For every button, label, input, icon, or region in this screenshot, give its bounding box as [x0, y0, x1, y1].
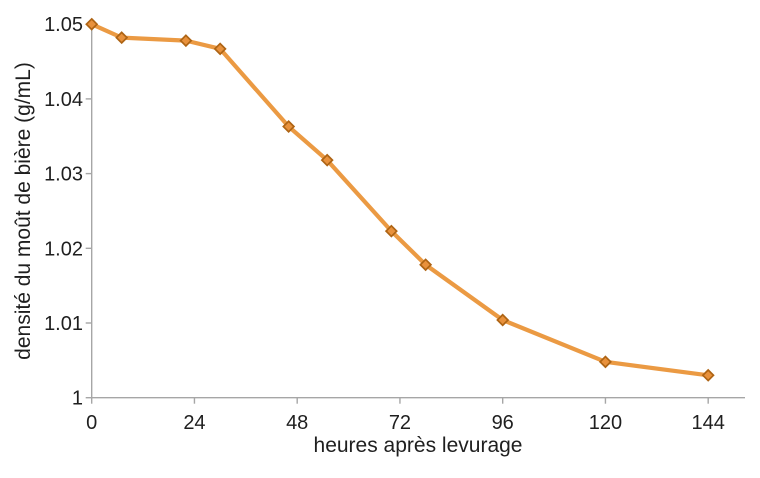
data-point-marker [598, 355, 612, 369]
y-tick-label: 1.05 [44, 14, 83, 36]
y-tick-label: 1.01 [44, 313, 83, 335]
x-tick-label: 96 [492, 412, 514, 434]
data-point-marker [496, 313, 510, 327]
axes-layer: 0 24 48 72 96 120 144 1 1.01 1.02 1.03 1.04 1.05 [44, 14, 745, 434]
x-tick-label: 48 [286, 412, 308, 434]
data-point-marker [115, 31, 129, 45]
data-point-marker [384, 224, 398, 238]
y-tick-label: 1.04 [44, 89, 83, 111]
series-layer [85, 17, 715, 382]
x-tick-label: 0 [86, 412, 97, 434]
data-point-marker [179, 34, 193, 48]
data-point-marker [320, 153, 334, 167]
y-tick-label: 1.03 [44, 164, 83, 186]
x-tick-label: 72 [389, 412, 411, 434]
y-tick-label: 1 [72, 388, 83, 410]
x-tick-label: 144 [691, 412, 724, 434]
x-tick-label: 24 [183, 412, 205, 434]
data-point-marker [85, 17, 99, 31]
data-point-marker [282, 120, 296, 134]
x-tick-label: 120 [589, 412, 622, 434]
y-axis-label: densité du moût de bière (g/mL) [12, 62, 35, 360]
data-point-marker [701, 368, 715, 382]
x-axis-label: heures après levurage [314, 434, 523, 457]
data-point-marker [419, 258, 433, 272]
y-tick-label: 1.02 [44, 238, 83, 260]
data-line [89, 22, 711, 378]
data-point-marker [213, 42, 227, 56]
